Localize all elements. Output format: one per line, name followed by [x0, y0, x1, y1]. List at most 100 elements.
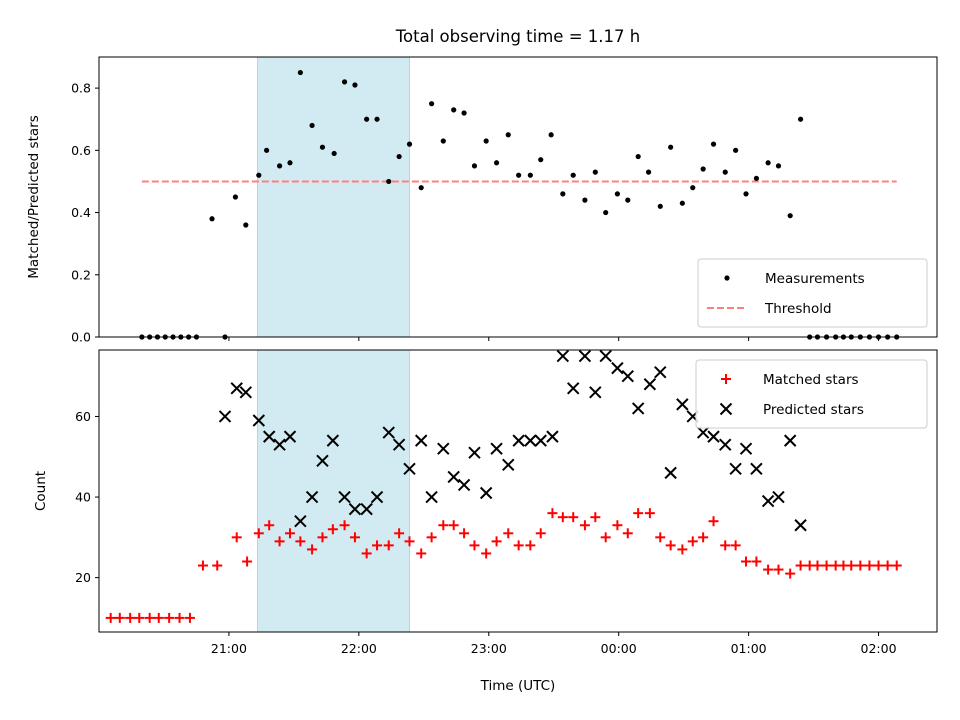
predicted-star-point: [392, 438, 406, 451]
matched-star-point: [751, 556, 762, 567]
marker-stroke: [252, 414, 266, 427]
marker-stroke: [218, 410, 232, 423]
matched-star-point: [708, 516, 719, 527]
measurement-point: [743, 191, 749, 197]
top-legend-box: [697, 258, 928, 328]
bottom-axes-frame: [98, 349, 938, 633]
matched-star-point: [773, 564, 784, 575]
predicted-star-point: [696, 426, 710, 439]
top-axes-frame: [98, 56, 938, 338]
top-x-ticks: [228, 337, 880, 341]
predicted-star-point: [739, 442, 753, 455]
highlight-span-rect: [257, 56, 411, 338]
matched-star-point: [197, 560, 208, 571]
predicted-star-point: [457, 478, 471, 492]
marker-stroke: [794, 519, 807, 532]
measurement-point: [309, 122, 315, 129]
bottom-y-tick-label: 60: [75, 409, 91, 424]
matched-star-point: [535, 528, 546, 539]
matched-star-point: [327, 524, 338, 535]
matched-star-point: [349, 532, 360, 543]
predicted-star-point: [556, 349, 570, 363]
marker-stroke: [611, 361, 624, 375]
matched-star-point: [568, 512, 579, 523]
bottom-x-ticks: 21:00 22:00 23:00 00:00 01:00 02:00: [211, 632, 897, 656]
matched-star-point: [698, 532, 709, 543]
marker-stroke: [750, 462, 763, 476]
predicted-star-point: [794, 519, 807, 532]
measurement-point: [287, 160, 293, 166]
predicted-star-point: [425, 490, 438, 504]
measurement-point: [614, 191, 620, 197]
measurement-point: [297, 69, 303, 76]
matched-star-point: [383, 540, 394, 551]
matched-star-point: [426, 532, 437, 543]
predicted-star-point: [578, 349, 592, 363]
measurement-point: [516, 172, 522, 178]
predicted-star-point: [437, 442, 450, 455]
measurement-point: [733, 147, 739, 153]
matched-star-point: [144, 612, 155, 623]
marker-stroke: [654, 365, 667, 379]
predicted-star-point: [403, 462, 416, 476]
bottom-plot-series: [105, 349, 902, 623]
marker-stroke: [631, 402, 645, 415]
matched-star-point: [579, 520, 590, 531]
top-y-tick-label: 0.6: [71, 143, 91, 158]
measurement-point: [243, 222, 249, 228]
predicted-star-point: [382, 426, 395, 439]
measurement-point: [471, 163, 478, 169]
bottom-y-tick-label: 20: [75, 570, 91, 585]
predicted-star-point: [490, 442, 503, 455]
matched-star-point: [677, 544, 688, 555]
legend-matched-label: Matched stars: [763, 372, 859, 388]
predicted-star-point: [761, 494, 775, 508]
predicted-star-point: [654, 365, 667, 379]
marker-stroke: [382, 426, 395, 439]
legend-measurements-marker: [724, 275, 730, 281]
matched-star-point: [372, 540, 383, 551]
measurement-point: [352, 82, 358, 88]
matched-star-point: [687, 536, 698, 547]
marker-stroke: [457, 478, 471, 492]
marker-stroke: [447, 470, 460, 484]
marker-stroke: [415, 434, 428, 447]
measurement-point: [570, 172, 576, 178]
marker-stroke: [316, 454, 329, 467]
marker-stroke: [502, 458, 515, 472]
measurement-point: [440, 138, 446, 144]
marker-stroke: [664, 466, 677, 480]
matched-star-point: [873, 560, 884, 571]
matched-star-point: [547, 508, 558, 519]
matched-star-point: [795, 560, 806, 571]
predicted-star-point: [239, 386, 253, 399]
matched-star-point: [491, 536, 502, 547]
top-y-tick-label: 0.8: [71, 81, 91, 96]
marker-stroke: [643, 378, 657, 391]
x-tick-label: 00:00: [601, 641, 637, 656]
marker-stroke: [783, 434, 797, 447]
marker-stroke: [621, 369, 634, 383]
matched-star-point: [513, 540, 524, 551]
predicted-star-point: [772, 490, 785, 504]
measurement-point: [364, 116, 370, 122]
measurement-point: [775, 163, 782, 169]
measurement-point: [797, 116, 804, 122]
matched-star-point: [317, 532, 328, 543]
matched-star-point: [174, 612, 185, 623]
marker-stroke: [761, 494, 775, 508]
marker-stroke: [437, 442, 450, 455]
marker-stroke: [556, 349, 570, 363]
matched-star-point: [622, 528, 633, 539]
matched-star-point: [557, 512, 568, 523]
measurement-point: [657, 203, 663, 209]
matched-star-point: [184, 612, 195, 623]
measurement-point: [722, 169, 728, 175]
predicted-star-point: [338, 490, 351, 504]
predicted-star-point: [273, 438, 286, 451]
marker-stroke: [772, 490, 785, 504]
measurement-point: [645, 169, 652, 175]
matched-star-point: [720, 540, 731, 551]
bottom-y-ticks: 20 40 60: [75, 409, 99, 585]
matched-star-point: [785, 568, 796, 579]
